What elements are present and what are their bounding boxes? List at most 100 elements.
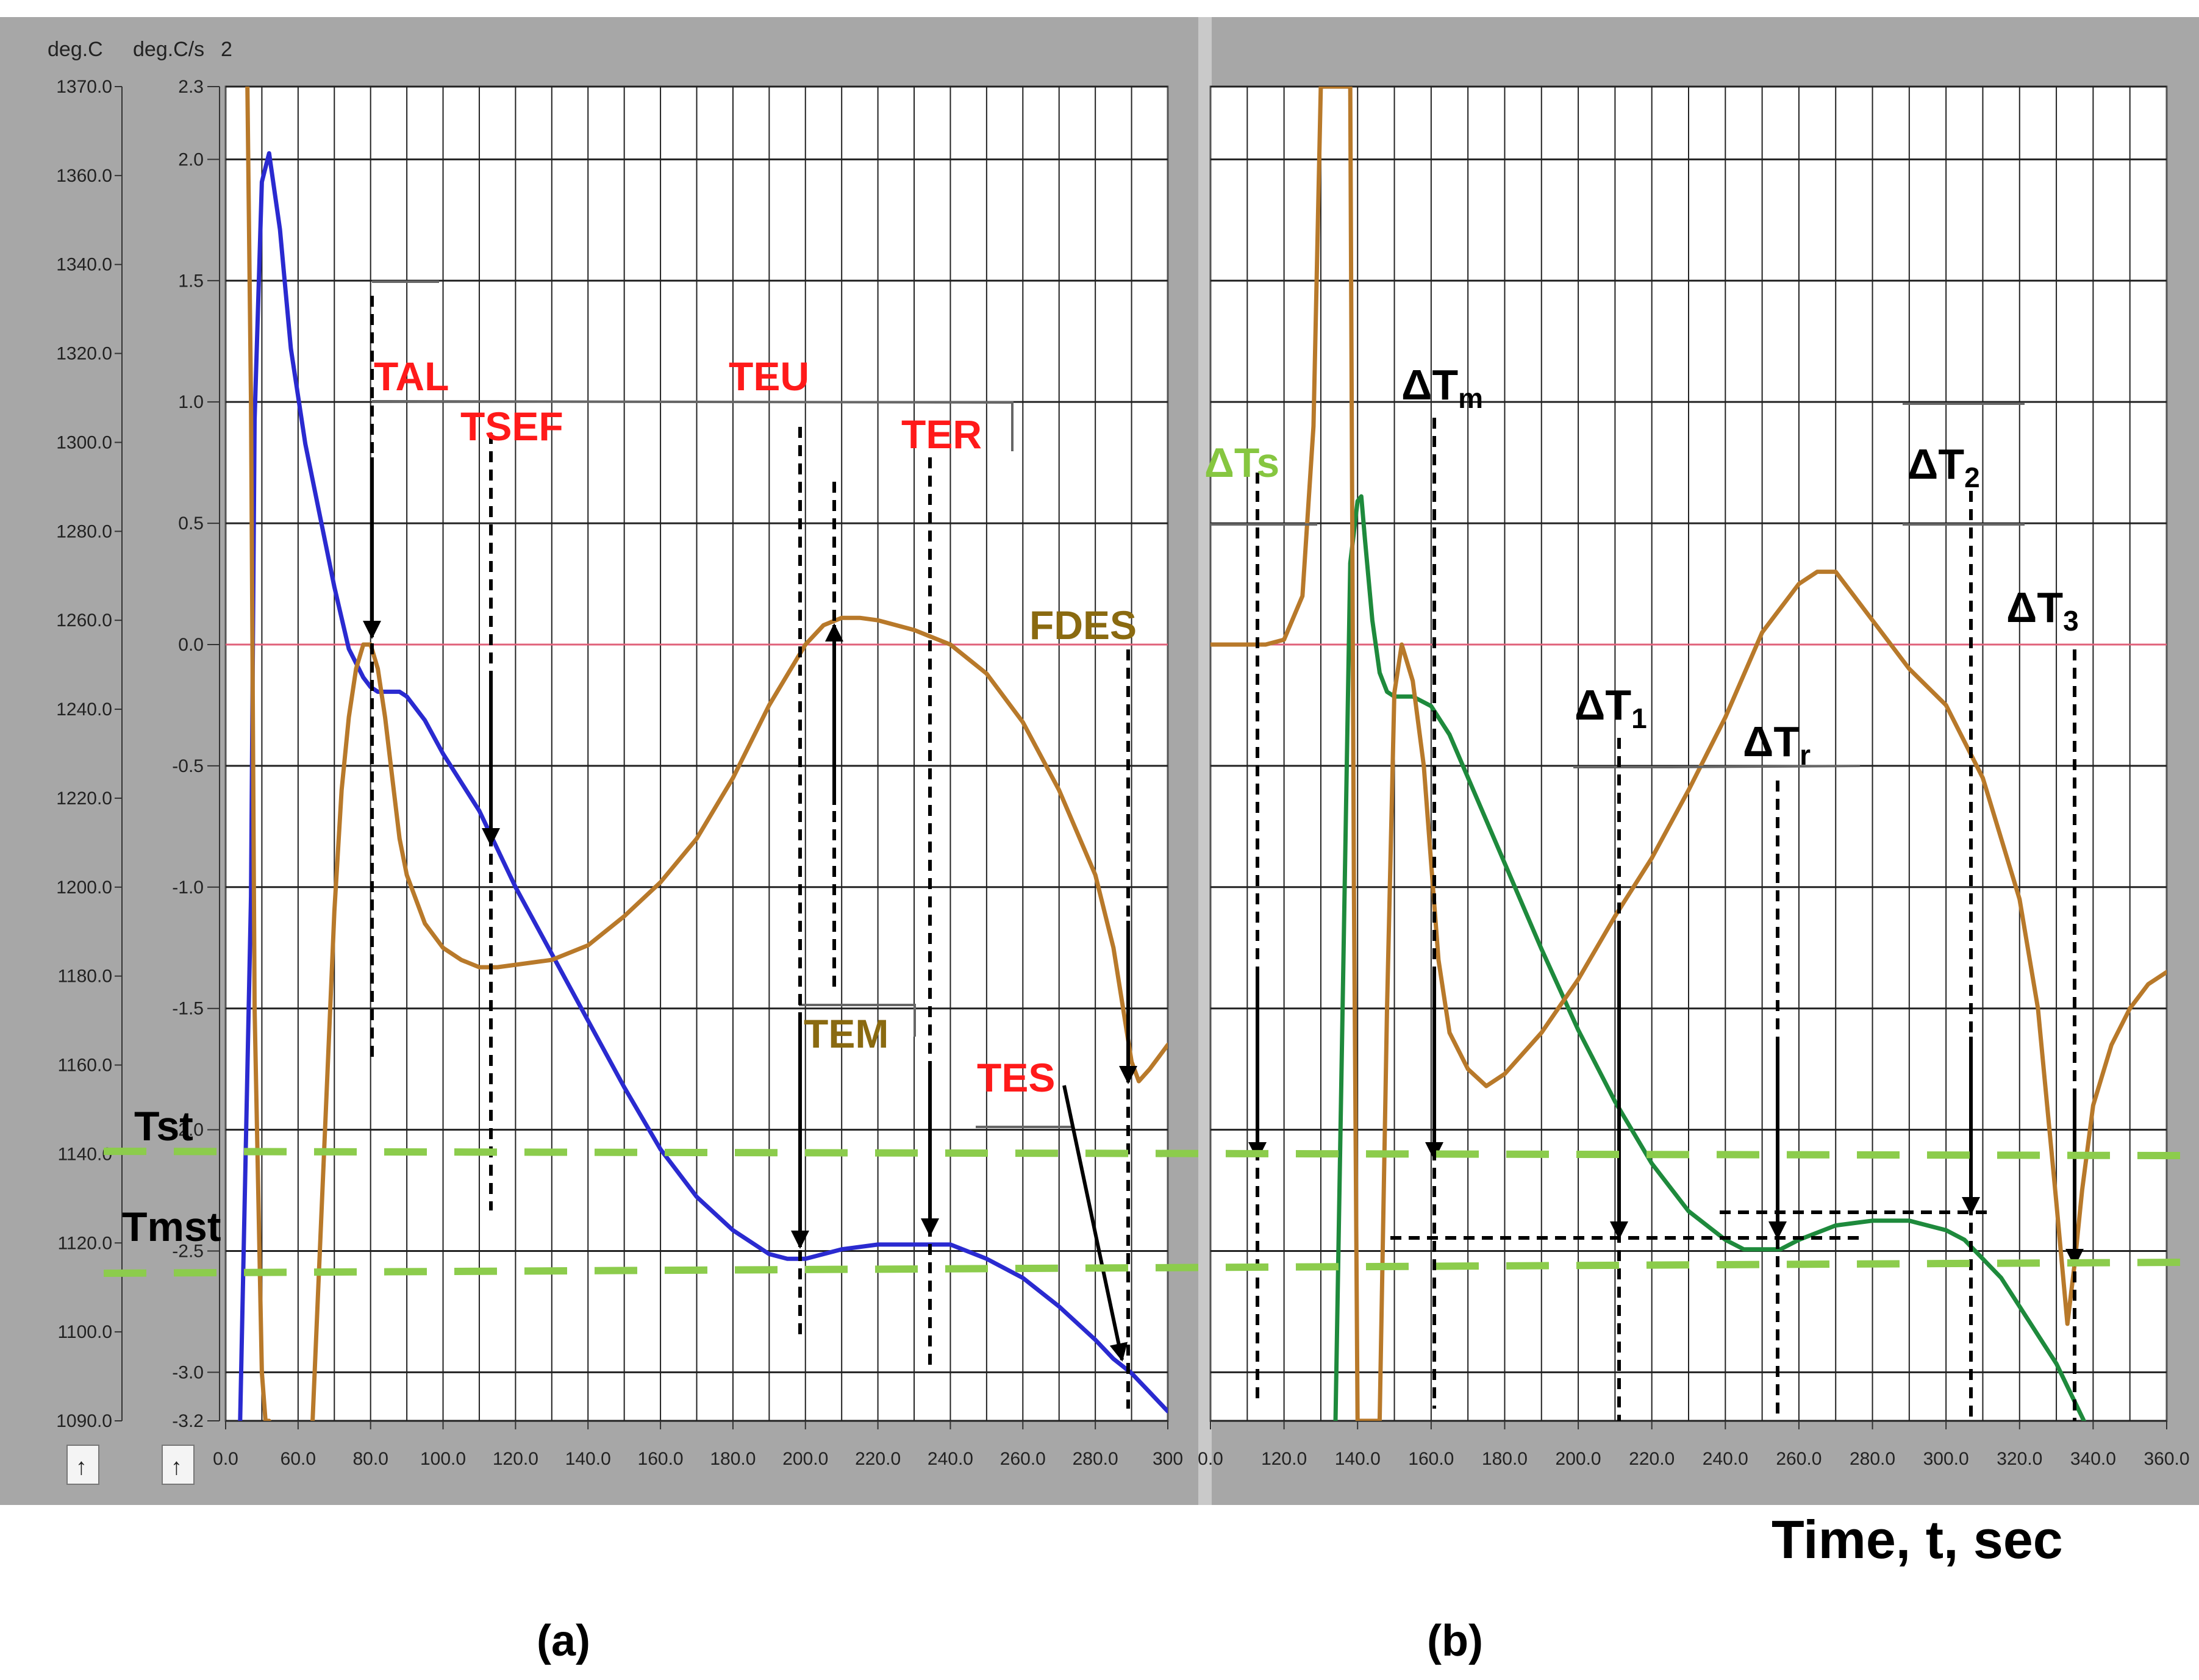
panel-b-x-tick-label: 160.0	[1408, 1449, 1454, 1469]
label-tes: TES	[977, 1055, 1055, 1100]
panel-a-x-tick-label: 60.0	[281, 1449, 316, 1469]
rate-tick-label: -1.5	[172, 999, 204, 1019]
panel-a-x-tick-label: 100.0	[420, 1449, 466, 1469]
label-tem: TEM	[804, 1011, 889, 1056]
label-delta-ts: ΔTs	[1204, 440, 1279, 486]
panel-b-series-0	[1333, 494, 2087, 1421]
panel-b-x-tick-label: 180.0	[1482, 1449, 1528, 1469]
panel-b-x-tick-label: 320.0	[1997, 1449, 2042, 1469]
temp-tick-label: 1180.0	[57, 967, 112, 987]
panel-b-x-tick-label: 340.0	[2070, 1449, 2116, 1469]
panel-a-x-tick-label: 180.0	[710, 1449, 756, 1469]
label-delta-tr: ΔTr	[1743, 718, 1811, 771]
panel-a-x-tick-label: 140.0	[565, 1449, 611, 1469]
panel-a-x-tick-label: 160.0	[638, 1449, 684, 1469]
panel-b-x-tick-label: 0.0	[1198, 1449, 1223, 1469]
panel-b-x-tick-label: 360.0	[2144, 1449, 2189, 1469]
label-delta-t3: ΔT3	[2006, 584, 2079, 637]
temp-tick-label: 1300.0	[56, 432, 112, 452]
temp-tick-label: 1240.0	[56, 699, 112, 720]
temp-tick-label: 1220.0	[56, 788, 112, 809]
label-tal: TAL	[374, 354, 449, 399]
rate-axis: 2.3 2.0 1.5 1.0 0.5 0.0 -0.5 -1.0 -1.5 -2.0 -2.5 -3…	[172, 77, 220, 1431]
caption-a: (a)	[537, 1617, 590, 1665]
rate-axis-scroll-button[interactable]	[162, 1445, 195, 1485]
panel-a-time-axis: 0.0 60.0 80.0 100.0 120.0 140.0 160.0 180.0 200.…	[213, 1421, 1183, 1469]
label-tst: Tst	[134, 1103, 193, 1149]
temperature-axis: 1370.0 1360.0 1340.0 1320.0 1300.0 1280.0 1260…	[56, 77, 123, 1431]
rate-tick-label: -3.0	[172, 1362, 204, 1382]
rate-tick-label: 0.5	[178, 513, 204, 534]
panel-a-x-tick-label: 240.0	[928, 1449, 973, 1469]
rate-tick-label: -1.0	[172, 878, 204, 898]
gray-plateau-traces	[371, 281, 2025, 1128]
rate-tick-label: -3.2	[172, 1411, 204, 1431]
panel-a-x-tick-label: 80.0	[352, 1449, 388, 1469]
plateau-trace-a2	[799, 1004, 1073, 1128]
panel-a-series-2	[245, 87, 271, 1421]
panel-b-x-tick-label: 220.0	[1629, 1449, 1675, 1469]
label-fdes: FDES	[1029, 602, 1137, 648]
label-ter: TER	[901, 412, 982, 457]
panel-a-x-tick-label: 300	[1153, 1449, 1183, 1469]
panel-a-series-0	[238, 151, 1168, 1421]
temp-tick-label: 1140.0	[57, 1144, 112, 1164]
panel-b-curves	[1210, 87, 2167, 1421]
temp-axis-scroll-arrow: ↑	[76, 1454, 87, 1480]
panel-a-x-tick-label: 0.0	[213, 1449, 238, 1469]
temp-tick-label: 1090.0	[56, 1411, 112, 1431]
caption-b: (b)	[1427, 1617, 1483, 1665]
temp-tick-label: 1360.0	[56, 166, 112, 186]
panel-b-x-tick-label: 300.0	[1923, 1449, 1969, 1469]
panel-b-series-1	[1210, 87, 2167, 1421]
right-axis-unit: deg.C/s	[133, 38, 204, 61]
rate-tick-label: -0.5	[172, 756, 204, 776]
panel-a-x-tick-label: 200.0	[782, 1449, 828, 1469]
temp-tick-label: 1320.0	[56, 344, 112, 364]
panel-a-markers	[363, 296, 1137, 1409]
panel-b-x-tick-label: 280.0	[1850, 1449, 1895, 1469]
rate-tick-label: 2.0	[178, 149, 204, 170]
panel-b-markers	[1248, 418, 2084, 1421]
plateau-trace-a1	[371, 281, 1014, 451]
left-axis-unit: deg.C	[48, 38, 103, 61]
window-divider	[1198, 17, 1212, 1505]
temp-tick-label: 1280.0	[56, 521, 112, 542]
rate-tick-label: 2.3	[178, 77, 204, 97]
panel-b-x-tick-label: 260.0	[1776, 1449, 1822, 1469]
label-delta-tm: ΔTm	[1401, 361, 1483, 414]
panel-b-x-tick-label: 120.0	[1261, 1449, 1307, 1469]
label-tmst: Tmst	[122, 1204, 221, 1250]
panel-a-x-tick-label: 120.0	[493, 1449, 538, 1469]
temp-axis-scroll-button[interactable]	[66, 1445, 99, 1485]
temp-tick-label: 1340.0	[56, 255, 112, 275]
panel-a-x-tick-label: 220.0	[855, 1449, 901, 1469]
panel-a-curves	[238, 87, 1168, 1421]
temp-tick-label: 1200.0	[56, 878, 112, 898]
rate-tick-label: 1.0	[178, 392, 204, 412]
rate-tick-label: -2.5	[172, 1242, 204, 1262]
rate-tick-label: 1.5	[178, 271, 204, 291]
temp-tick-label: 1100.0	[57, 1322, 112, 1342]
rate-axis-scroll-arrow: ↑	[171, 1454, 182, 1480]
panel-a-x-tick-label: 280.0	[1073, 1449, 1118, 1469]
temp-tick-label: 1120.0	[57, 1233, 112, 1253]
panel-b-x-tick-label: 200.0	[1556, 1449, 1601, 1469]
panel-a-series-1	[310, 615, 1168, 1421]
cut-off-glyph: 2	[221, 38, 232, 61]
temp-tick-label: 1260.0	[56, 610, 112, 631]
panel-b-time-axis: 0.0 120.0 140.0 160.0 180.0 200.0 220.0 240.0 26…	[1198, 1421, 2190, 1469]
rate-tick-label: -2.0	[172, 1120, 204, 1140]
panel-b-x-tick-label: 240.0	[1703, 1449, 1748, 1469]
tes-arrow	[1062, 1085, 1128, 1362]
panel-b-x-tick-label: 140.0	[1335, 1449, 1381, 1469]
panel-a-x-tick-label: 260.0	[1000, 1449, 1046, 1469]
x-axis-title: Time, t, sec	[1772, 1509, 2063, 1570]
label-tsef: TSEF	[460, 404, 563, 449]
label-delta-t2: ΔT2	[1908, 440, 1980, 493]
rate-tick-label: 0.0	[178, 635, 204, 655]
label-teu: TEU	[729, 354, 809, 399]
plateau-trace-b	[1210, 402, 2025, 768]
temp-tick-label: 1370.0	[56, 77, 112, 97]
